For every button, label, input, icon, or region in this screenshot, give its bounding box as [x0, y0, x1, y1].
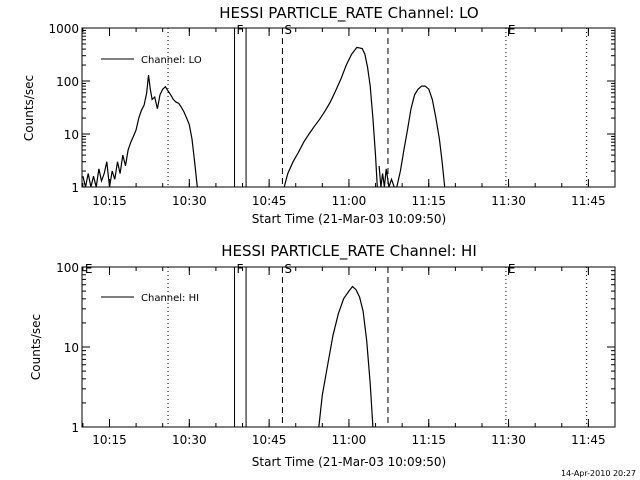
x-tick-label: 10:15: [92, 194, 127, 208]
x-tick-label: 11:45: [571, 194, 606, 208]
x-tick-label: 11:00: [332, 194, 367, 208]
x-tick-label: 11:15: [411, 433, 446, 447]
event-marker: S: [284, 262, 292, 276]
event-marker: E: [85, 262, 93, 276]
event-marker: F: [237, 262, 244, 276]
y-axis-label: Counts/sec: [22, 75, 36, 141]
y-tick-label: 1: [71, 181, 79, 195]
x-tick-label: 10:45: [252, 194, 287, 208]
legend: Channel: HI: [101, 293, 199, 304]
hi-rate-panel: HESSI PARTICLE_RATE Channel: HI Counts/s…: [29, 242, 616, 469]
x-tick-label: 10:30: [172, 194, 207, 208]
y-tick-label: 100: [56, 261, 79, 275]
x-tick-label: 10:30: [172, 433, 207, 447]
x-tick-label: 11:45: [571, 433, 606, 447]
x-tick-label: 10:15: [92, 433, 127, 447]
legend: Channel: LO: [101, 55, 202, 66]
y-tick-label: 1: [71, 421, 79, 435]
event-marker: E: [508, 262, 516, 276]
plot-frame: [81, 27, 616, 188]
series-line: [396, 85, 446, 188]
chart-title: HESSI PARTICLE_RATE Channel: LO: [219, 4, 478, 23]
legend-entry: Channel: LO: [141, 55, 202, 66]
x-tick-label: 10:45: [252, 433, 287, 447]
x-tick-label: 11:30: [491, 194, 526, 208]
x-axis-label: Start Time (21-Mar-03 10:09:50): [252, 455, 446, 469]
legend-entry: Channel: HI: [141, 293, 199, 304]
event-marker: F: [237, 23, 244, 37]
y-axis-label: Counts/sec: [29, 314, 43, 380]
y-tick-label: 1000: [48, 22, 79, 36]
series-line: [318, 285, 374, 428]
chart-title: HESSI PARTICLE_RATE Channel: HI: [221, 242, 477, 261]
x-tick-label: 11:00: [332, 433, 367, 447]
x-tick-label: 11:30: [491, 433, 526, 447]
x-axis-label: Start Time (21-Mar-03 10:09:50): [252, 212, 446, 226]
lo-rate-panel: HESSI PARTICLE_RATE Channel: LO Counts/s…: [22, 4, 616, 226]
y-tick-label: 10: [64, 128, 79, 142]
plot-frame: [81, 266, 616, 428]
series-line: [378, 165, 395, 188]
event-marker: E: [508, 23, 516, 37]
y-tick-label: 100: [56, 75, 79, 89]
event-marker: S: [284, 23, 292, 37]
series-line: [283, 46, 378, 188]
series-line: [82, 74, 198, 188]
y-tick-label: 10: [64, 341, 79, 355]
x-tick-label: 11:15: [411, 194, 446, 208]
plot-timestamp: 14-Apr-2010 20:27: [561, 469, 636, 478]
